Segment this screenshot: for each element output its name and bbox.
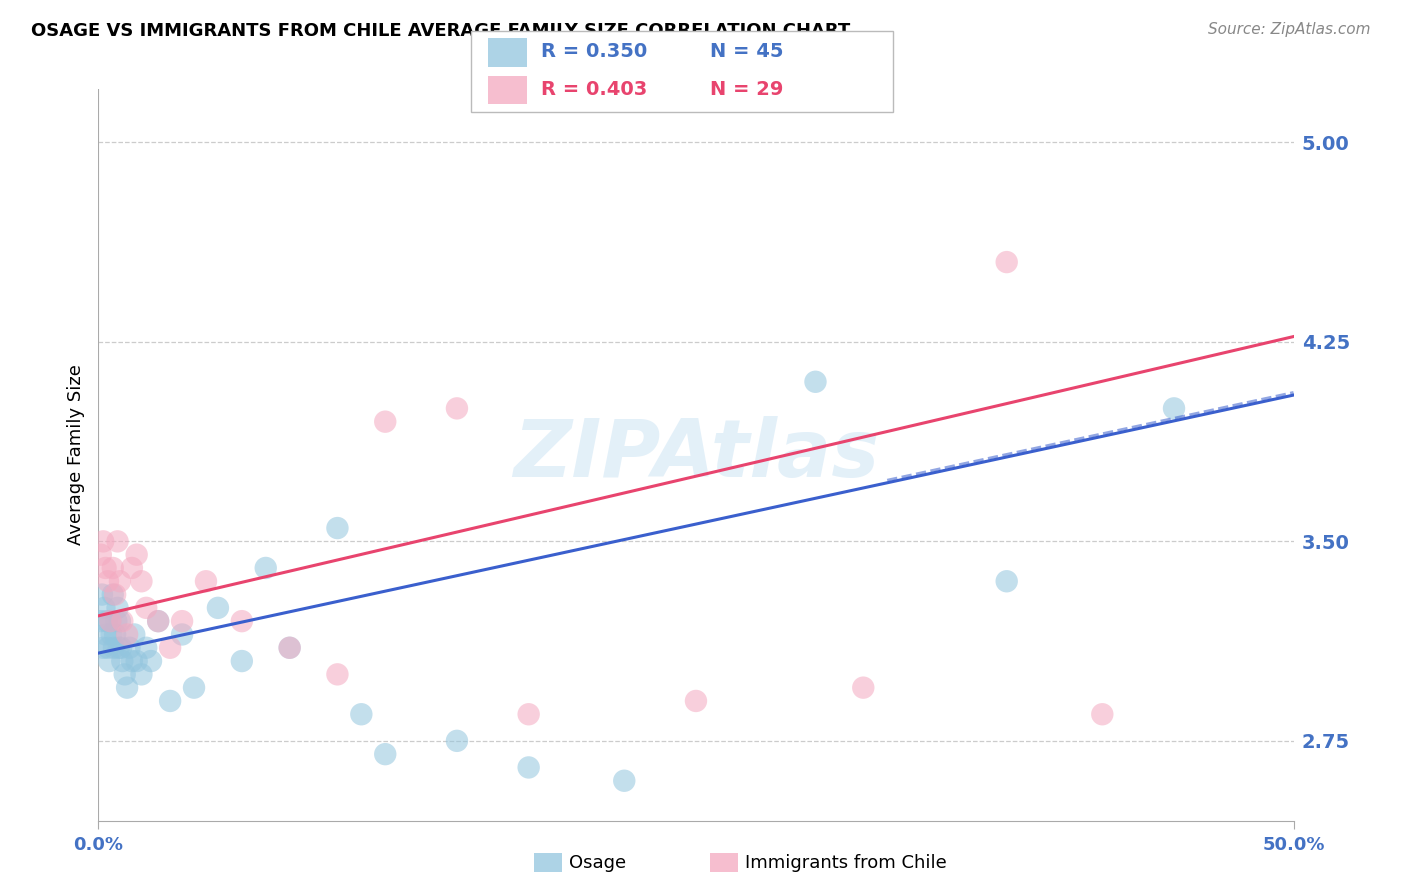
Point bbox=[124, 627, 146, 641]
Point bbox=[103, 640, 125, 655]
Point bbox=[195, 574, 218, 589]
Point bbox=[172, 627, 194, 641]
Point bbox=[98, 614, 122, 628]
Point bbox=[96, 614, 118, 628]
Point bbox=[107, 600, 129, 615]
Point bbox=[98, 654, 121, 668]
Point bbox=[125, 654, 148, 668]
Point bbox=[91, 534, 114, 549]
Point bbox=[90, 614, 112, 628]
Point bbox=[231, 654, 253, 668]
Point bbox=[278, 640, 301, 655]
Point bbox=[326, 521, 349, 535]
Point bbox=[94, 627, 117, 641]
Point bbox=[446, 401, 468, 416]
Point bbox=[125, 548, 148, 562]
Point bbox=[517, 707, 540, 722]
Point bbox=[94, 561, 117, 575]
Point bbox=[995, 574, 1018, 589]
Point bbox=[118, 640, 141, 655]
Point bbox=[350, 707, 373, 722]
Point bbox=[97, 640, 120, 655]
Point bbox=[107, 534, 129, 549]
Point bbox=[108, 574, 131, 589]
Point bbox=[148, 614, 170, 628]
Point bbox=[1091, 707, 1114, 722]
Text: Immigrants from Chile: Immigrants from Chile bbox=[745, 854, 946, 871]
Text: OSAGE VS IMMIGRANTS FROM CHILE AVERAGE FAMILY SIZE CORRELATION CHART: OSAGE VS IMMIGRANTS FROM CHILE AVERAGE F… bbox=[31, 22, 851, 40]
Point bbox=[374, 415, 396, 429]
Point bbox=[131, 667, 153, 681]
Point bbox=[135, 640, 157, 655]
Point bbox=[91, 640, 114, 655]
Point bbox=[105, 614, 128, 628]
Point bbox=[159, 694, 181, 708]
Point bbox=[852, 681, 875, 695]
Point bbox=[374, 747, 396, 761]
Text: R = 0.403: R = 0.403 bbox=[541, 80, 648, 99]
Point bbox=[804, 375, 827, 389]
Point bbox=[1163, 401, 1185, 416]
Point bbox=[135, 600, 157, 615]
Point bbox=[91, 588, 114, 602]
Point bbox=[172, 614, 194, 628]
Point bbox=[101, 561, 124, 575]
Point bbox=[183, 681, 205, 695]
Point bbox=[97, 574, 120, 589]
Point bbox=[101, 588, 124, 602]
Point bbox=[231, 614, 253, 628]
Point bbox=[90, 548, 112, 562]
Point bbox=[148, 614, 170, 628]
Point bbox=[207, 600, 229, 615]
Point bbox=[326, 667, 349, 681]
Text: ZIPAtlas: ZIPAtlas bbox=[513, 416, 879, 494]
Point bbox=[995, 255, 1018, 269]
Point bbox=[111, 614, 134, 628]
Point bbox=[93, 600, 115, 615]
Text: N = 29: N = 29 bbox=[710, 80, 783, 99]
Point bbox=[159, 640, 181, 655]
Point bbox=[114, 667, 136, 681]
Point bbox=[108, 614, 131, 628]
Point bbox=[278, 640, 301, 655]
Point bbox=[100, 627, 122, 641]
Text: N = 45: N = 45 bbox=[710, 42, 783, 61]
Point bbox=[115, 681, 138, 695]
Text: Osage: Osage bbox=[569, 854, 627, 871]
Y-axis label: Average Family Size: Average Family Size bbox=[66, 365, 84, 545]
Point bbox=[111, 654, 134, 668]
Point bbox=[121, 654, 143, 668]
Point bbox=[121, 561, 143, 575]
Point bbox=[254, 561, 277, 575]
Point bbox=[115, 627, 138, 641]
Point bbox=[139, 654, 162, 668]
Point bbox=[685, 694, 707, 708]
Point bbox=[104, 627, 127, 641]
Point bbox=[104, 588, 127, 602]
Text: R = 0.350: R = 0.350 bbox=[541, 42, 648, 61]
Point bbox=[98, 614, 122, 628]
Point bbox=[446, 734, 468, 748]
Point bbox=[131, 574, 153, 589]
Point bbox=[517, 760, 540, 774]
Point bbox=[110, 640, 132, 655]
Point bbox=[107, 640, 129, 655]
Point bbox=[613, 773, 636, 788]
Text: Source: ZipAtlas.com: Source: ZipAtlas.com bbox=[1208, 22, 1371, 37]
